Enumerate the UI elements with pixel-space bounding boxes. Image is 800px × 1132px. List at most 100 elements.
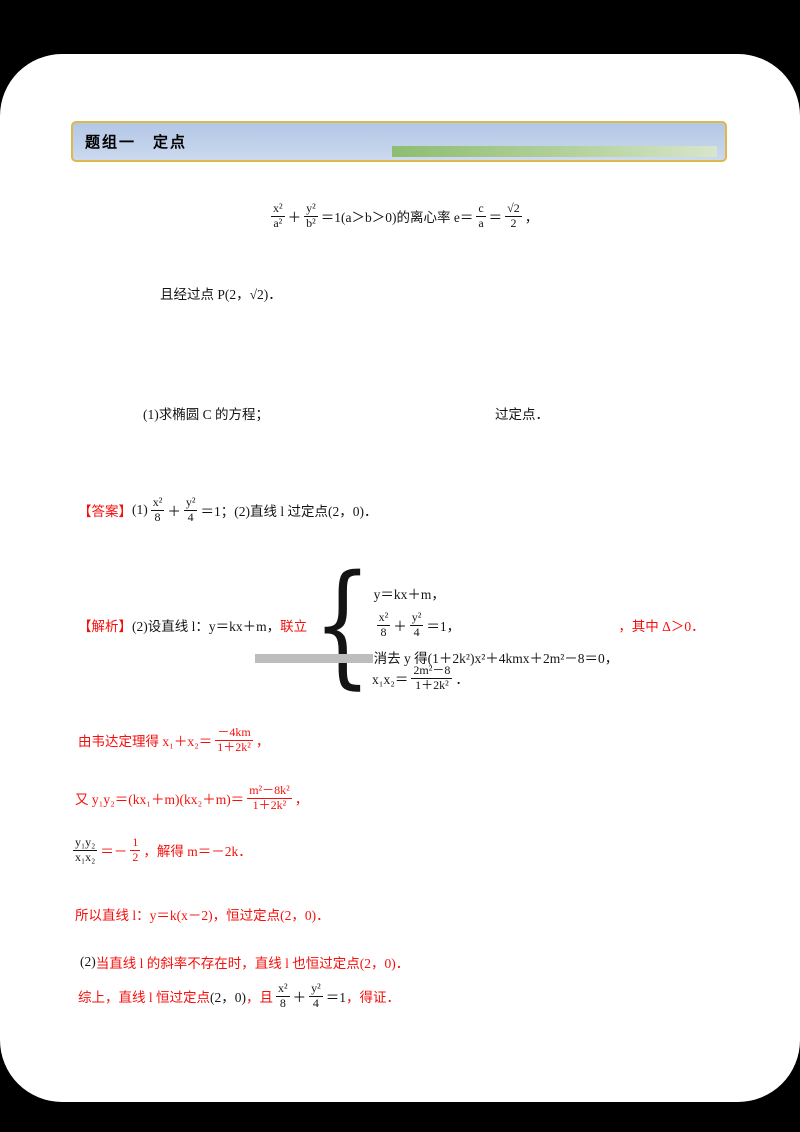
fraction-denominator: 2 (510, 215, 517, 230)
system-equation-3: 消去 y 得(1＋2k²)x²＋4kmx＋2m²－8＝0， (373, 651, 619, 667)
fraction: x² 8 (150, 494, 165, 525)
fraction-denominator: 1＋2k² (252, 797, 287, 812)
solution-line: 【解析】 (2)设直线 l：y＝kx＋m， 联立 { y＝kx＋m， x² 8 … (78, 550, 705, 700)
fraction-denominator: 1＋2k² (217, 739, 251, 754)
fraction-numerator: x² (271, 200, 285, 217)
solution-text: 又 y₁y₂＝(kx₁＋m)(kx₂＋m)＝ (75, 792, 245, 807)
solution-text: 综上，直线 l 恒过定点 (78, 990, 211, 1005)
fraction-numerator: y² (183, 494, 198, 511)
system-equation-2: x² 8 ＋ y² 4 ＝1， (374, 609, 461, 640)
fraction: x² a² (271, 200, 285, 231)
fraction-numerator: c (476, 200, 486, 217)
fraction-denominator: 8 (279, 995, 286, 1010)
fraction-numerator: x² (276, 980, 290, 997)
fraction: √2 2 (505, 200, 522, 231)
fraction-numerator: y² (409, 609, 424, 626)
fraction-denominator: a² (273, 215, 283, 230)
fraction: y² b² (304, 200, 318, 231)
fraction-denominator: 4 (413, 624, 420, 639)
fraction-numerator: 1 (130, 834, 141, 851)
solution-text: 联立 (280, 619, 308, 634)
fraction-denominator: 8 (380, 624, 387, 639)
math-text: (2，0) (210, 990, 247, 1005)
question-1: (1)求椭圆 C 的方程； (143, 403, 269, 423)
fraction-numerator: y² (309, 980, 323, 997)
fraction-numerator: －4km (215, 724, 253, 741)
fraction: 1 2 (130, 834, 141, 865)
fraction: y² 4 (309, 980, 323, 1011)
product-y-line: 又 y₁y₂＝(kx₁＋m)(kx₂＋m)＝ m²－8k² 1＋2k² ， (75, 780, 308, 816)
math-text: ＋ (167, 504, 181, 519)
fraction-denominator: 1＋2k² (415, 677, 449, 692)
fraction-numerator: x² (376, 609, 391, 626)
banner-stripe (392, 146, 717, 157)
solution-text: ，解得 m＝－2k． (143, 844, 252, 859)
fraction: m²－8k² 1＋2k² (247, 782, 292, 813)
fraction: －4km 1＋2k² (215, 724, 253, 755)
problem-line-1: x² a² ＋ y² b² ＝1(a＞b＞0)的离心率 e＝ c a ＝ √2 … (268, 196, 538, 236)
section-title: 题组一 定点 (85, 134, 188, 151)
fraction-numerator: y₁y₂ (73, 834, 98, 851)
vieta-line: 由韦达定理得 x₁＋x₂＝ －4km 1＋2k² ， (78, 722, 269, 758)
special-case-line: (2) 当直线 l 的斜率不存在时，直线 l 也恒过定点(2，0)． (80, 952, 409, 972)
fraction-denominator: x₁x₂ (75, 849, 96, 864)
fraction: x² 8 (276, 980, 290, 1011)
question-text: 过定点． (495, 407, 549, 422)
math-text: ＝1， (426, 619, 461, 634)
problem-text: 且经过点 P(2，√2)． (160, 287, 282, 302)
math-text: ＋ (287, 210, 302, 225)
problem-line-2: 且经过点 P(2，√2)． (160, 281, 282, 305)
fraction: x² 8 (376, 609, 391, 640)
math-text: ， (255, 734, 270, 749)
answer-text: (1) (132, 502, 148, 517)
math-text: ． (455, 672, 469, 687)
solution-text: ，得证． (345, 990, 400, 1005)
question-2: 过定点． (495, 403, 549, 423)
fraction-denominator: 2 (132, 849, 139, 864)
fraction-numerator: x² (150, 494, 165, 511)
problem-text: ＝1(a＞b＞0)的离心率 e＝ (320, 210, 474, 225)
answer-text: (2)直线 l 过定点(2，0)． (234, 504, 378, 519)
fraction-denominator: 4 (312, 995, 319, 1010)
solution-text: 由韦达定理得 x₁＋x₂＝ (78, 734, 213, 749)
math-text: x₁x₂＝ (372, 672, 409, 687)
left-brace: { (313, 546, 372, 702)
solution-text: 当直线 l 的斜率不存在时，直线 l 也恒过定点(2，0)． (95, 956, 410, 971)
fraction: 2m²－8 1＋2k² (411, 662, 453, 693)
fraction: c a (476, 200, 486, 231)
solution-text: ，且 (246, 990, 274, 1005)
math-text: ＝－ (100, 844, 128, 859)
problem-text: ， (524, 210, 539, 225)
fraction-denominator: 4 (187, 509, 194, 524)
answer-line: 【答案】 (1) x² 8 ＋ y² 4 ＝1； (2)直线 l 过定点(2，0… (78, 490, 377, 530)
conclusion-line: 所以直线 l：y＝k(x－2)，恒过定点(2，0)． (75, 902, 330, 926)
fraction: y² 4 (183, 494, 198, 525)
answer-label: 【答案】 (78, 504, 132, 519)
fraction-denominator: 8 (154, 509, 161, 524)
fraction-denominator: b² (306, 215, 316, 230)
system-equation-1: y＝kx＋m， (373, 586, 445, 602)
solution-text: ，其中 Δ＞0． (618, 619, 705, 634)
document-page (0, 54, 800, 1102)
solution-text: (2)设直线 l：y＝kx＋m， (132, 619, 281, 634)
math-text: ， (294, 792, 309, 807)
math-text: ＝1； (200, 504, 235, 519)
math-text: ＝1 (325, 990, 346, 1005)
fraction-numerator: 2m²－8 (411, 662, 453, 679)
math-text: ＋ (393, 619, 407, 634)
solution-text: 所以直线 l：y＝k(x－2)，恒过定点(2，0)． (75, 908, 330, 923)
fraction-numerator: m²－8k² (247, 782, 292, 799)
fraction: y₁y₂ x₁x₂ (73, 834, 98, 865)
fraction-numerator: √2 (505, 200, 522, 217)
product-formula: x₁x₂＝ 2m²－8 1＋2k² ． (372, 660, 469, 696)
section-banner: 题组一 定点 (71, 121, 727, 162)
math-text: ＋ (292, 990, 307, 1005)
item-label: (2) (80, 954, 96, 969)
ratio-line: y₁y₂ x₁x₂ ＝－ 1 2 ，解得 m＝－2k． (70, 830, 252, 870)
equation-system: y＝kx＋m， x² 8 ＋ y² 4 ＝1， 消去 y 得(1＋2k²)x²＋… (374, 583, 619, 668)
fraction-denominator: a (478, 215, 484, 230)
highlight-strip (255, 654, 373, 663)
math-text: ＝ (488, 210, 503, 225)
fraction-numerator: y² (304, 200, 318, 217)
